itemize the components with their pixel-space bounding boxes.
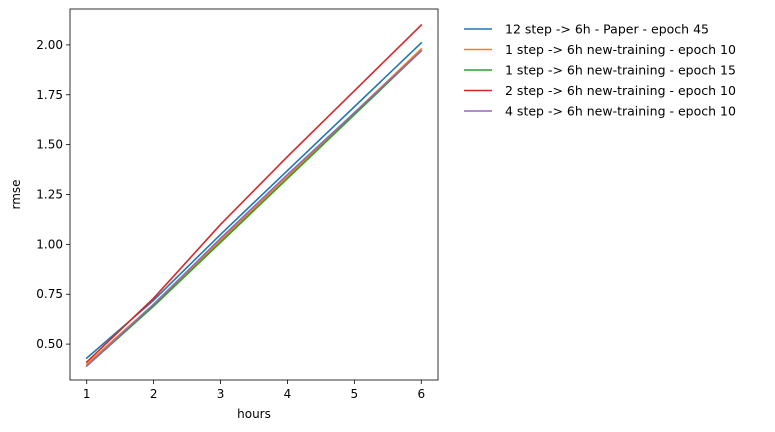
x-tick-label: 6 — [417, 387, 425, 401]
x-tick-label: 1 — [83, 387, 91, 401]
x-tick-label: 3 — [217, 387, 225, 401]
x-tick-label: 5 — [351, 387, 359, 401]
series-line-5 — [85, 49, 423, 368]
x-axis-label: hours — [237, 407, 271, 421]
legend-label-2: 1 step -> 6h new-training - epoch 10 — [505, 42, 736, 57]
series-layer — [85, 23, 423, 368]
series-line-1 — [85, 41, 423, 360]
series-line-3 — [85, 49, 423, 368]
legend: 12 step -> 6h - Paper - epoch 45 1 step -… — [464, 22, 736, 119]
y-tick-label: 0.50 — [36, 337, 63, 351]
legend-label-3: 1 step -> 6h new-training - epoch 15 — [505, 63, 736, 78]
y-tick-label: 1.50 — [36, 138, 63, 152]
y-tick-label: 0.75 — [36, 287, 63, 301]
y-axis-label: rmse — [9, 179, 23, 209]
x-axis-ticks: 1 2 3 4 5 6 — [83, 380, 425, 401]
legend-label-1: 12 step -> 6h - Paper - epoch 45 — [505, 22, 709, 37]
legend-label-5: 4 step -> 6h new-training - epoch 10 — [505, 104, 736, 119]
y-tick-label: 1.25 — [36, 188, 63, 202]
y-tick-label: 2.00 — [36, 38, 63, 52]
y-tick-label: 1.00 — [36, 237, 63, 251]
legend-label-4: 2 step -> 6h new-training - epoch 10 — [505, 83, 736, 98]
x-tick-label: 2 — [150, 387, 158, 401]
y-tick-label: 1.75 — [36, 88, 63, 102]
y-axis-ticks: 0.50 0.75 1.00 1.25 1.50 1.75 2.00 — [36, 38, 70, 351]
x-tick-label: 4 — [284, 387, 292, 401]
series-line-4 — [85, 23, 423, 364]
